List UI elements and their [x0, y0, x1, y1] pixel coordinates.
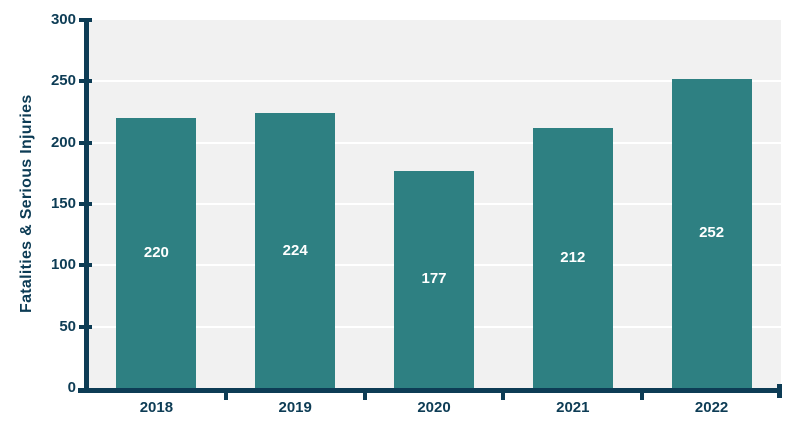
gridline-200 — [87, 141, 781, 144]
y-tick-label-100: 100 — [50, 256, 76, 274]
x-axis-tick-2 — [362, 393, 367, 400]
x-tick-label-2018: 2018 — [139, 399, 174, 416]
x-axis-tick-3 — [501, 393, 506, 400]
bar-2022: 252 — [671, 78, 752, 388]
bar-value-label: 252 — [699, 224, 725, 242]
y-tick-label-0: 0 — [67, 379, 76, 396]
x-axis-tick-4 — [640, 393, 645, 400]
x-tick-label-2020: 2020 — [417, 399, 451, 416]
y-tick-label-150: 150 — [50, 195, 76, 212]
y-axis-tick-250 — [79, 79, 92, 84]
y-tick-label-250: 250 — [50, 72, 76, 90]
bar-2018: 220 — [116, 118, 197, 388]
x-tick-label-2019: 2019 — [278, 399, 312, 416]
y-axis-tick-100 — [79, 263, 92, 268]
y-axis-tick-200 — [79, 140, 92, 145]
y-tick-label-50: 50 — [59, 317, 76, 335]
gridline-250 — [87, 80, 781, 83]
bar-2019: 224 — [255, 113, 336, 388]
y-axis-tick-300 — [79, 18, 92, 22]
x-axis-endcap — [777, 384, 782, 398]
x-axis-tick-1 — [223, 393, 228, 400]
y-axis-tick-150 — [79, 202, 92, 206]
x-tick-label-2022: 2022 — [694, 399, 729, 416]
bar-2020: 177 — [394, 170, 474, 388]
y-axis-tick-50 — [79, 324, 92, 329]
bar-value-label: 220 — [143, 244, 169, 262]
bar-value-label: 177 — [421, 270, 447, 288]
plot-area: 220 224 177 212 252 — [87, 20, 781, 388]
bar-2021: 212 — [532, 127, 613, 388]
x-axis-line — [78, 388, 781, 393]
bar-value-label: 212 — [560, 248, 586, 266]
x-tick-label-2021: 2021 — [556, 399, 590, 416]
y-tick-label-300: 300 — [50, 11, 76, 28]
bar-value-label: 224 — [282, 241, 308, 259]
y-tick-label-200: 200 — [50, 133, 76, 151]
